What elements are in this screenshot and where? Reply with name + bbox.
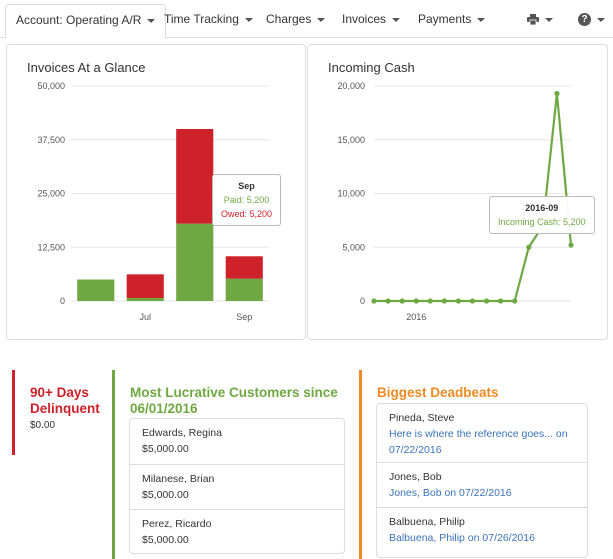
chevron-down-icon — [244, 17, 253, 22]
incoming-cash-point[interactable] — [427, 298, 433, 304]
customer-amount: $5,000.00 — [142, 443, 189, 455]
incoming-cash-line-chart: 0 5,000 10,000 15,000 20,000 2016 — [337, 81, 574, 322]
incoming-cash-point[interactable] — [512, 298, 518, 304]
deadbeat-name: Pineda, Steve — [389, 412, 455, 424]
cash-tooltip: 2016-09 Incoming Cash: 5,200 — [489, 196, 595, 234]
list-item[interactable]: Perez, Ricardo $5,000.00 — [130, 509, 344, 554]
invoices-bar-chart: 0 12,500 25,000 37,500 50,000 Jul Sep — [37, 81, 269, 322]
delinquent-value: $0.00 — [30, 420, 56, 431]
list-item[interactable]: Edwards, Regina $5,000.00 — [130, 419, 344, 464]
customer-amount: $5,000.00 — [142, 534, 189, 546]
customer-name: Edwards, Regina — [142, 427, 222, 439]
chevron-down-icon — [392, 17, 401, 22]
incoming-cash-point[interactable] — [568, 242, 574, 248]
list-item[interactable]: Milanese, Brian $5,000.00 — [130, 464, 344, 509]
deadbeat-detail-link[interactable]: Jones, Bob on 07/22/2016 — [389, 487, 512, 499]
deadbeats-title: Biggest Deadbeats — [377, 385, 499, 400]
bar-paid[interactable] — [176, 223, 214, 301]
deadbeat-detail-link[interactable]: Balbuena, Philip on 07/26/2016 — [389, 532, 535, 544]
list-item[interactable]: Pineda, Steve Here is where the referenc… — [377, 404, 587, 462]
incoming-cash-point[interactable] — [483, 298, 490, 304]
list-item[interactable]: Balbuena, Philip Balbuena, Philip on 07/… — [377, 507, 587, 559]
bar-paid[interactable] — [225, 278, 263, 301]
help-icon: ? — [578, 13, 591, 27]
incoming-cash-point[interactable] — [413, 298, 419, 304]
invoices-panel-title: Invoices At a Glance — [27, 60, 146, 75]
bar-y-tick-label: 0 — [60, 296, 65, 306]
deadbeats-list: Pineda, Steve Here is where the referenc… — [376, 403, 588, 558]
line-y-tick-label: 10,000 — [337, 189, 365, 199]
nav-help-dropdown[interactable]: ? — [578, 0, 605, 38]
bar-y-tick-label: 25,000 — [37, 189, 65, 199]
incoming-cash-point[interactable] — [554, 90, 560, 97]
tooltip-month: Sep — [238, 181, 255, 191]
nav-time-tracking-label: Time Tracking — [164, 12, 239, 26]
incoming-cash-point[interactable] — [441, 298, 447, 304]
bar-x-tick-label: Jul — [139, 312, 151, 322]
lucrative-list: Edwards, Regina $5,000.00 Milanese, Bria… — [129, 418, 345, 554]
customer-amount: $5,000.00 — [142, 489, 189, 501]
customer-name: Milanese, Brian — [142, 473, 215, 485]
nav-invoices-label: Invoices — [342, 12, 387, 26]
bar-y-tick-label: 37,500 — [37, 135, 65, 145]
tooltip-owed: Owed: 5,200 — [221, 209, 273, 219]
chevron-down-icon — [317, 17, 326, 22]
bar-paid[interactable] — [126, 297, 164, 301]
nav-payments[interactable]: Payments — [418, 0, 486, 38]
invoices-panel: Invoices At a Glance 0 12,500 25,000 37,500… — [6, 44, 306, 340]
bar-x-tick-label: Sep — [236, 312, 252, 322]
nav-account-label: Account: Operating A/R — [16, 13, 142, 27]
list-item[interactable]: Jones, Bob Jones, Bob on 07/22/2016 — [377, 462, 587, 507]
line-x-tick-label: 2016 — [406, 312, 426, 322]
delinquent-section: 90+ Days Delinquent $0.00 — [12, 370, 112, 455]
delinquent-title: 90+ Days Delinquent — [30, 385, 100, 416]
deadbeat-detail-link[interactable]: Here is where the reference goes... on 0… — [389, 428, 568, 456]
lucrative-accent-bar — [112, 370, 115, 559]
delinquent-accent-bar — [12, 370, 15, 455]
incoming-cash-point[interactable] — [526, 244, 532, 250]
nav-print-dropdown[interactable] — [527, 0, 553, 38]
line-y-tick-label: 20,000 — [337, 81, 365, 91]
printer-icon — [527, 14, 539, 26]
nav-account-dropdown[interactable]: Account: Operating A/R — [5, 4, 167, 39]
tooltip-paid: Paid: 5,200 — [223, 195, 270, 205]
chevron-down-icon — [597, 17, 605, 22]
tooltip-cash-month: 2016-09 — [525, 203, 559, 213]
nav-charges[interactable]: Charges — [266, 0, 326, 38]
top-nav: Account: Operating A/R Time Tracking Cha… — [0, 0, 613, 39]
incoming-cash-point[interactable] — [469, 298, 476, 304]
deadbeats-section: Biggest Deadbeats Pineda, Steve Here is … — [359, 370, 609, 559]
incoming-cash-point[interactable] — [385, 298, 391, 304]
bar-owed[interactable] — [126, 274, 164, 298]
incoming-cash-panel-title: Incoming Cash — [328, 60, 415, 75]
bar-y-tick-label: 12,500 — [37, 242, 65, 252]
line-y-tick-label: 5,000 — [342, 242, 365, 252]
chevron-down-icon — [477, 17, 486, 22]
tooltip-cash-value: Incoming Cash: 5,200 — [498, 217, 586, 227]
line-y-tick-label: 0 — [360, 296, 365, 306]
line-y-tick-label: 15,000 — [337, 135, 365, 145]
nav-invoices[interactable]: Invoices — [342, 0, 401, 38]
incoming-cash-panel: Incoming Cash 0 5,000 10,000 15,000 20,000 20… — [307, 44, 608, 340]
invoices-tooltip: Sep Paid: 5,200 Owed: 5,200 — [212, 174, 282, 226]
incoming-cash-point[interactable] — [399, 298, 405, 304]
nav-payments-label: Payments — [418, 12, 472, 26]
customer-name: Perez, Ricardo — [142, 518, 212, 530]
bar-paid[interactable] — [77, 279, 115, 302]
chevron-down-icon — [147, 18, 156, 23]
bar-owed[interactable] — [225, 256, 263, 279]
incoming-cash-point[interactable] — [455, 298, 462, 304]
lucrative-title: Most Lucrative Customers since 06/01/201… — [130, 385, 338, 416]
bar-owed[interactable] — [176, 129, 214, 224]
deadbeat-name: Balbuena, Philip — [389, 516, 465, 528]
bar-y-tick-label: 50,000 — [37, 81, 65, 91]
incoming-cash-point[interactable] — [498, 298, 504, 304]
deadbeat-name: Jones, Bob — [389, 471, 442, 483]
nav-time-tracking[interactable]: Time Tracking — [164, 0, 253, 38]
chevron-down-icon — [545, 17, 553, 22]
deadbeats-accent-bar — [359, 370, 362, 559]
lucrative-section: Most Lucrative Customers since 06/01/201… — [112, 370, 357, 559]
incoming-cash-point[interactable] — [371, 298, 377, 304]
nav-charges-label: Charges — [266, 12, 312, 26]
